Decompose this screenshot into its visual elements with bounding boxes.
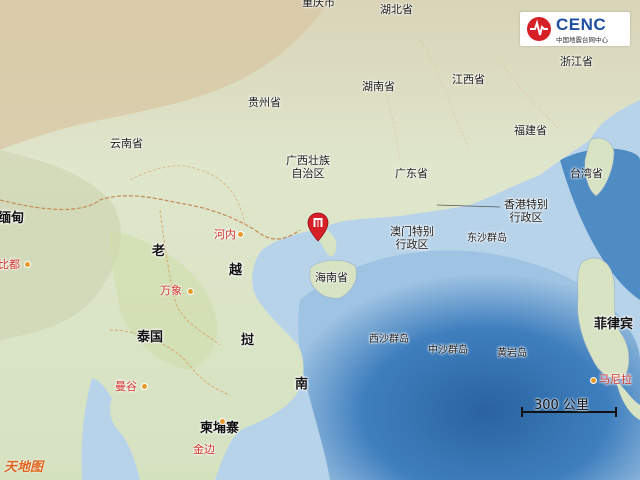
label-cambodia: 柬埔寨 — [200, 421, 240, 436]
label-phnompenh: 金边 — [193, 443, 215, 456]
label-naypyidaw: 比都 — [0, 258, 20, 271]
hainan-island — [309, 259, 357, 299]
label-laos: 老 — [152, 244, 166, 259]
label-guizhou: 贵州省 — [248, 96, 281, 109]
label-hainan: 海南省 — [315, 271, 348, 284]
label-guangdong: 广东省 — [395, 167, 428, 180]
logo-brand: CENC — [556, 15, 607, 34]
label-dongsha: 东沙群岛 — [467, 233, 507, 244]
city-dot-manila — [590, 377, 597, 384]
label-vietnam-1: 越 — [229, 263, 243, 278]
luzon-island — [577, 257, 630, 380]
label-jiangxi: 江西省 — [452, 73, 485, 86]
tianditu-watermark: 天地图 — [4, 460, 44, 475]
scale-bar — [521, 407, 617, 417]
label-hanoi: 河内 — [214, 228, 236, 241]
label-hubei: 湖北省 — [380, 3, 413, 16]
label-chongqing: 重庆市 — [302, 0, 335, 9]
city-dot-hanoi — [237, 231, 244, 238]
label-taiwan: 台湾省 — [570, 167, 603, 180]
label-philippines: 菲律宾 — [594, 317, 634, 332]
logo-subtitle: 中国地震台网中心 — [556, 36, 608, 44]
label-yunnan: 云南省 — [110, 137, 143, 150]
label-huangyan: 黄岩岛 — [497, 348, 527, 359]
label-zhongsha: 中沙群岛 — [428, 345, 468, 356]
label-manila: 马尼拉 — [599, 373, 632, 386]
label-vientiane: 万象 — [160, 284, 182, 297]
cenc-logo-icon — [527, 17, 551, 41]
city-dot-naypyidaw — [24, 261, 31, 268]
label-guangxi: 广西壮族 自治区 — [286, 154, 330, 180]
label-macau: 澳门特别 行政区 — [390, 225, 434, 251]
label-fujian: 福建省 — [514, 124, 547, 137]
label-xisha: 西沙群岛 — [369, 334, 409, 345]
label-zhejiang: 浙江省 — [560, 55, 593, 68]
label-vietnam-2: 挝 — [241, 333, 255, 348]
scale-label: 300 公里 — [534, 398, 589, 413]
taiwan-island — [584, 137, 615, 197]
label-bangkok: 曼谷 — [115, 380, 137, 393]
label-hunan: 湖南省 — [362, 80, 395, 93]
cenc-logo: CENC 中国地震台网中心 — [520, 12, 630, 46]
label-hongkong: 香港特别 行政区 — [504, 198, 548, 224]
city-dot-phnompenh — [219, 418, 226, 425]
city-dot-bangkok — [141, 383, 148, 390]
city-dot-vientiane — [187, 288, 194, 295]
epicenter-marker-icon[interactable] — [307, 212, 329, 242]
label-thailand: 泰国 — [137, 330, 164, 345]
label-vietnam-3: 南 — [295, 377, 309, 392]
label-myanmar: 缅甸 — [0, 211, 25, 226]
